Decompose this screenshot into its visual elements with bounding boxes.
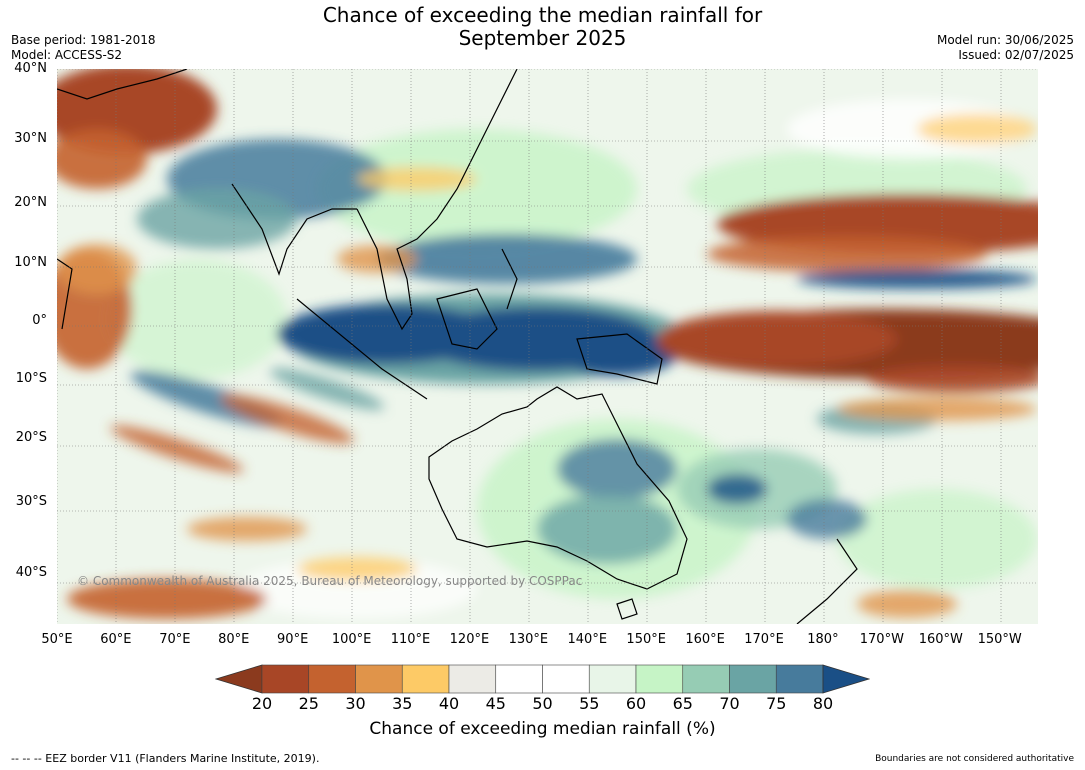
colorbar-tick-label: 70: [719, 694, 740, 713]
colorbar-over-arrow: [822, 664, 870, 694]
base-period: Base period: 1981-2018: [11, 33, 156, 47]
longitude-label: 110°E: [390, 632, 431, 647]
longitude-label: 170°W: [859, 632, 904, 647]
colorbar-tick-label: 75: [766, 694, 787, 713]
latitude-label: 10°S: [15, 370, 47, 386]
eez-border-note: -- -- -- EEZ border V11 (Flanders Marine…: [11, 752, 320, 765]
new-guinea-coast: [576, 333, 663, 385]
longitude-label: 170°E: [744, 632, 784, 647]
colorbar-tick-label: 65: [672, 694, 693, 713]
latitude-label: 40°S: [15, 564, 47, 580]
colorbar-tick-label: 45: [485, 694, 506, 713]
borneo-coast: [436, 288, 498, 350]
colorbar-segment: [308, 664, 356, 694]
colorbar-tick-label: 60: [625, 694, 647, 713]
colorbar-tick-label: 80: [812, 694, 834, 713]
colorbar-segment: [635, 664, 684, 694]
longitude-label: 70°E: [159, 632, 191, 647]
coastlines: [57, 69, 858, 624]
colorbar-tick-label: 40: [438, 694, 460, 713]
africa-coast: [57, 258, 73, 330]
meta-right: Model run: 30/06/2025 Issued: 02/07/2025: [937, 33, 1074, 63]
boundaries-disclaimer: Boundaries are not considered authoritat…: [875, 754, 1074, 764]
colorbar-segment: [401, 664, 450, 694]
copyright-text: © Commonwealth of Australia 2025, Bureau…: [77, 574, 583, 588]
rainfall-field: [57, 69, 1038, 619]
colorbar-segment: [448, 664, 497, 694]
colorbar-segment: [542, 664, 590, 694]
latitude-label: 0°: [32, 312, 47, 328]
colorbar-segment: [682, 664, 730, 694]
latitude-label: 40°N: [14, 61, 47, 76]
tasmania-coast: [616, 598, 638, 620]
australia-coast: [428, 386, 688, 590]
new-zealand-coast: [796, 538, 858, 624]
title-line-1: Chance of exceeding the median rainfall …: [322, 3, 763, 27]
colorbar-tick-label: 30: [345, 694, 366, 713]
longitude-label: 90°E: [277, 632, 309, 647]
colorbar: [215, 664, 870, 694]
colorbar-tick-label: 55: [579, 694, 600, 713]
longitude-label: 100°E: [331, 632, 372, 647]
colorbar-segment: [261, 664, 310, 694]
colorbar-segment: [588, 664, 637, 694]
rainfall-map: [57, 69, 1038, 624]
model-run: Model run: 30/06/2025: [936, 33, 1074, 47]
latitude-label: 30°S: [15, 494, 47, 510]
latitude-label: 30°N: [14, 131, 47, 147]
philippines-coast: [501, 248, 518, 310]
arabia-coast: [57, 69, 188, 100]
longitude-label: 160°E: [685, 632, 725, 647]
longitude-label: 60°E: [100, 632, 132, 647]
colorbar-tick-label: 25: [298, 694, 319, 713]
latitude-label: 20°N: [14, 195, 47, 211]
longitude-label: 80°E: [218, 632, 250, 647]
colorbar-tick-label: 35: [392, 694, 413, 713]
longitude-label: 180°: [807, 632, 839, 647]
title-line-2: September 2025: [458, 26, 627, 50]
longitude-label: 150°W: [977, 632, 1022, 647]
colorbar-segment: [729, 664, 777, 694]
colorbar-tick-label: 20: [251, 694, 273, 713]
model-name: Model: ACCESS-S2: [11, 48, 123, 62]
colorbar-under-arrow: [215, 664, 263, 694]
colorbar-segment: [355, 664, 403, 694]
longitude-label: 160°W: [918, 632, 963, 647]
issued-date: Issued: 02/07/2025: [958, 48, 1074, 62]
sumatra-coast: [296, 298, 428, 400]
colorbar-label: Chance of exceeding median rainfall (%): [369, 719, 716, 739]
colorbar-segment: [495, 664, 543, 694]
india-coast: [231, 183, 357, 276]
longitude-label: 140°E: [567, 632, 608, 647]
colorbar-segment: [775, 664, 824, 694]
latitude-label: 10°N: [14, 254, 47, 270]
colorbar-tick-label: 50: [532, 694, 553, 713]
latitude-label: 20°S: [15, 430, 47, 446]
longitude-label: 150°E: [626, 632, 666, 647]
se-asia-coast: [356, 69, 518, 331]
meta-left: Base period: 1981-2018 Model: ACCESS-S2: [11, 33, 156, 63]
longitude-label: 50°E: [41, 632, 73, 647]
longitude-label: 130°E: [508, 632, 549, 647]
map-canvas: [57, 69, 1038, 624]
gridlines: [57, 69, 1038, 624]
longitude-label: 120°E: [449, 632, 490, 647]
map-title: Chance of exceeding the median rainfall …: [0, 4, 1085, 50]
